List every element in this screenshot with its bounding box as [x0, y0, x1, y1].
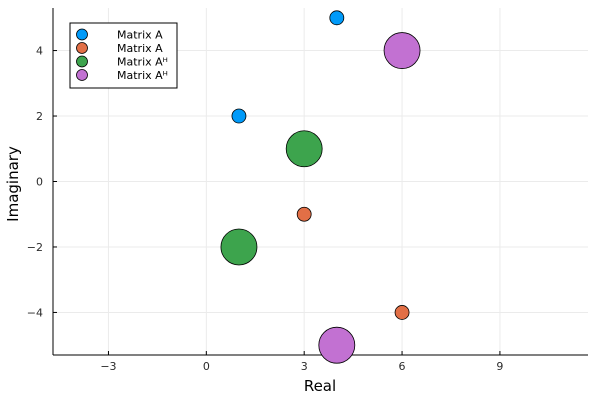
axes [52, 8, 588, 356]
legend-marker [76, 55, 88, 68]
y-tick-label: 4 [36, 45, 43, 58]
x-tick-label: 6 [399, 360, 406, 373]
data-points [220, 10, 421, 364]
data-point-series-1 [329, 10, 345, 26]
data-point-series-1 [231, 108, 247, 124]
x-tick-label: 9 [496, 360, 503, 373]
y-tick-label: 0 [36, 176, 43, 189]
data-point-series-3 [220, 228, 258, 266]
data-point-series-3 [285, 130, 323, 168]
grid [53, 8, 588, 355]
legend-label: Matrix Aᴴ [117, 69, 168, 82]
tick-labels: −3 0 3 6 9 −4 −2 0 2 4 [27, 45, 504, 373]
x-tick-label: 3 [301, 360, 308, 373]
y-tick-label: 2 [36, 110, 43, 123]
legend-box [69, 22, 178, 89]
x-axis-label: Real [304, 377, 336, 395]
y-tick-label: −2 [27, 241, 43, 254]
legend-marker [76, 69, 88, 81]
data-point-series-4 [318, 326, 356, 364]
x-tick-label: −3 [100, 360, 116, 373]
data-point-series-4 [383, 32, 421, 69]
legend-label: Matrix A [117, 29, 163, 42]
y-axis-label: Imaginary [4, 146, 22, 222]
x-tick-label: 0 [203, 360, 210, 373]
legend-marker [76, 28, 88, 41]
legend-label: Matrix Aᴴ [117, 56, 168, 69]
legend-label: Matrix A [117, 42, 163, 55]
data-point-series-2 [394, 305, 410, 320]
y-tick-label: −4 [27, 306, 43, 319]
legend-marker [76, 42, 88, 54]
data-point-series-2 [296, 206, 312, 222]
